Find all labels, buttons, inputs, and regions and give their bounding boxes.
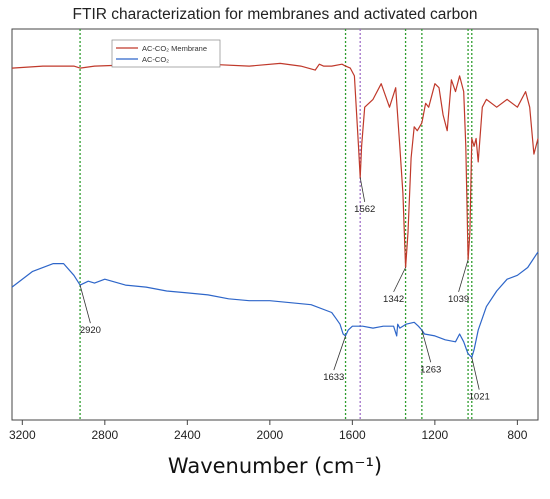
x-tick-label-2800: 2800 [91,428,118,442]
annotation-leader-1021 [471,357,480,390]
series-line-0 [11,62,539,269]
x-axis-label: Wavenumber (cm⁻¹) [167,454,383,478]
annotation-leader-1562 [359,177,366,203]
legend-box [111,39,221,68]
annotation-label-1021: 1021 [469,392,490,403]
chart-title: FTIR characterization for membranes and … [72,6,478,23]
annotation-leader-1342 [393,267,406,293]
x-tick-label-1200: 1200 [422,428,449,442]
annotation-leader-2920 [79,285,91,324]
x-tick-label-3200: 3200 [9,428,36,442]
legend-entry-1: AC-CO₂ [142,55,169,64]
x-tick-label-2400: 2400 [174,428,201,442]
annotation-label-1342: 1342 [383,294,404,305]
annotation-label-1633: 1633 [323,372,344,383]
series-line-1 [11,251,539,358]
annotation-label-1263: 1263 [420,364,441,375]
legend-entry-0: AC-CO₂ Membrane [142,44,207,53]
x-tick-label-2000: 2000 [256,428,283,442]
annotation-leader-1263 [421,329,432,363]
annotation-label-2920: 2920 [80,325,101,336]
annotation-label-1562: 1562 [354,204,375,215]
x-tick-label-1600: 1600 [339,428,366,442]
annotation-label-1039: 1039 [448,294,469,305]
annotation-leader-1633 [333,335,346,371]
plot-frame [11,28,539,421]
annotation-leader-1039 [458,259,469,292]
x-tick-label-800: 800 [507,428,527,442]
